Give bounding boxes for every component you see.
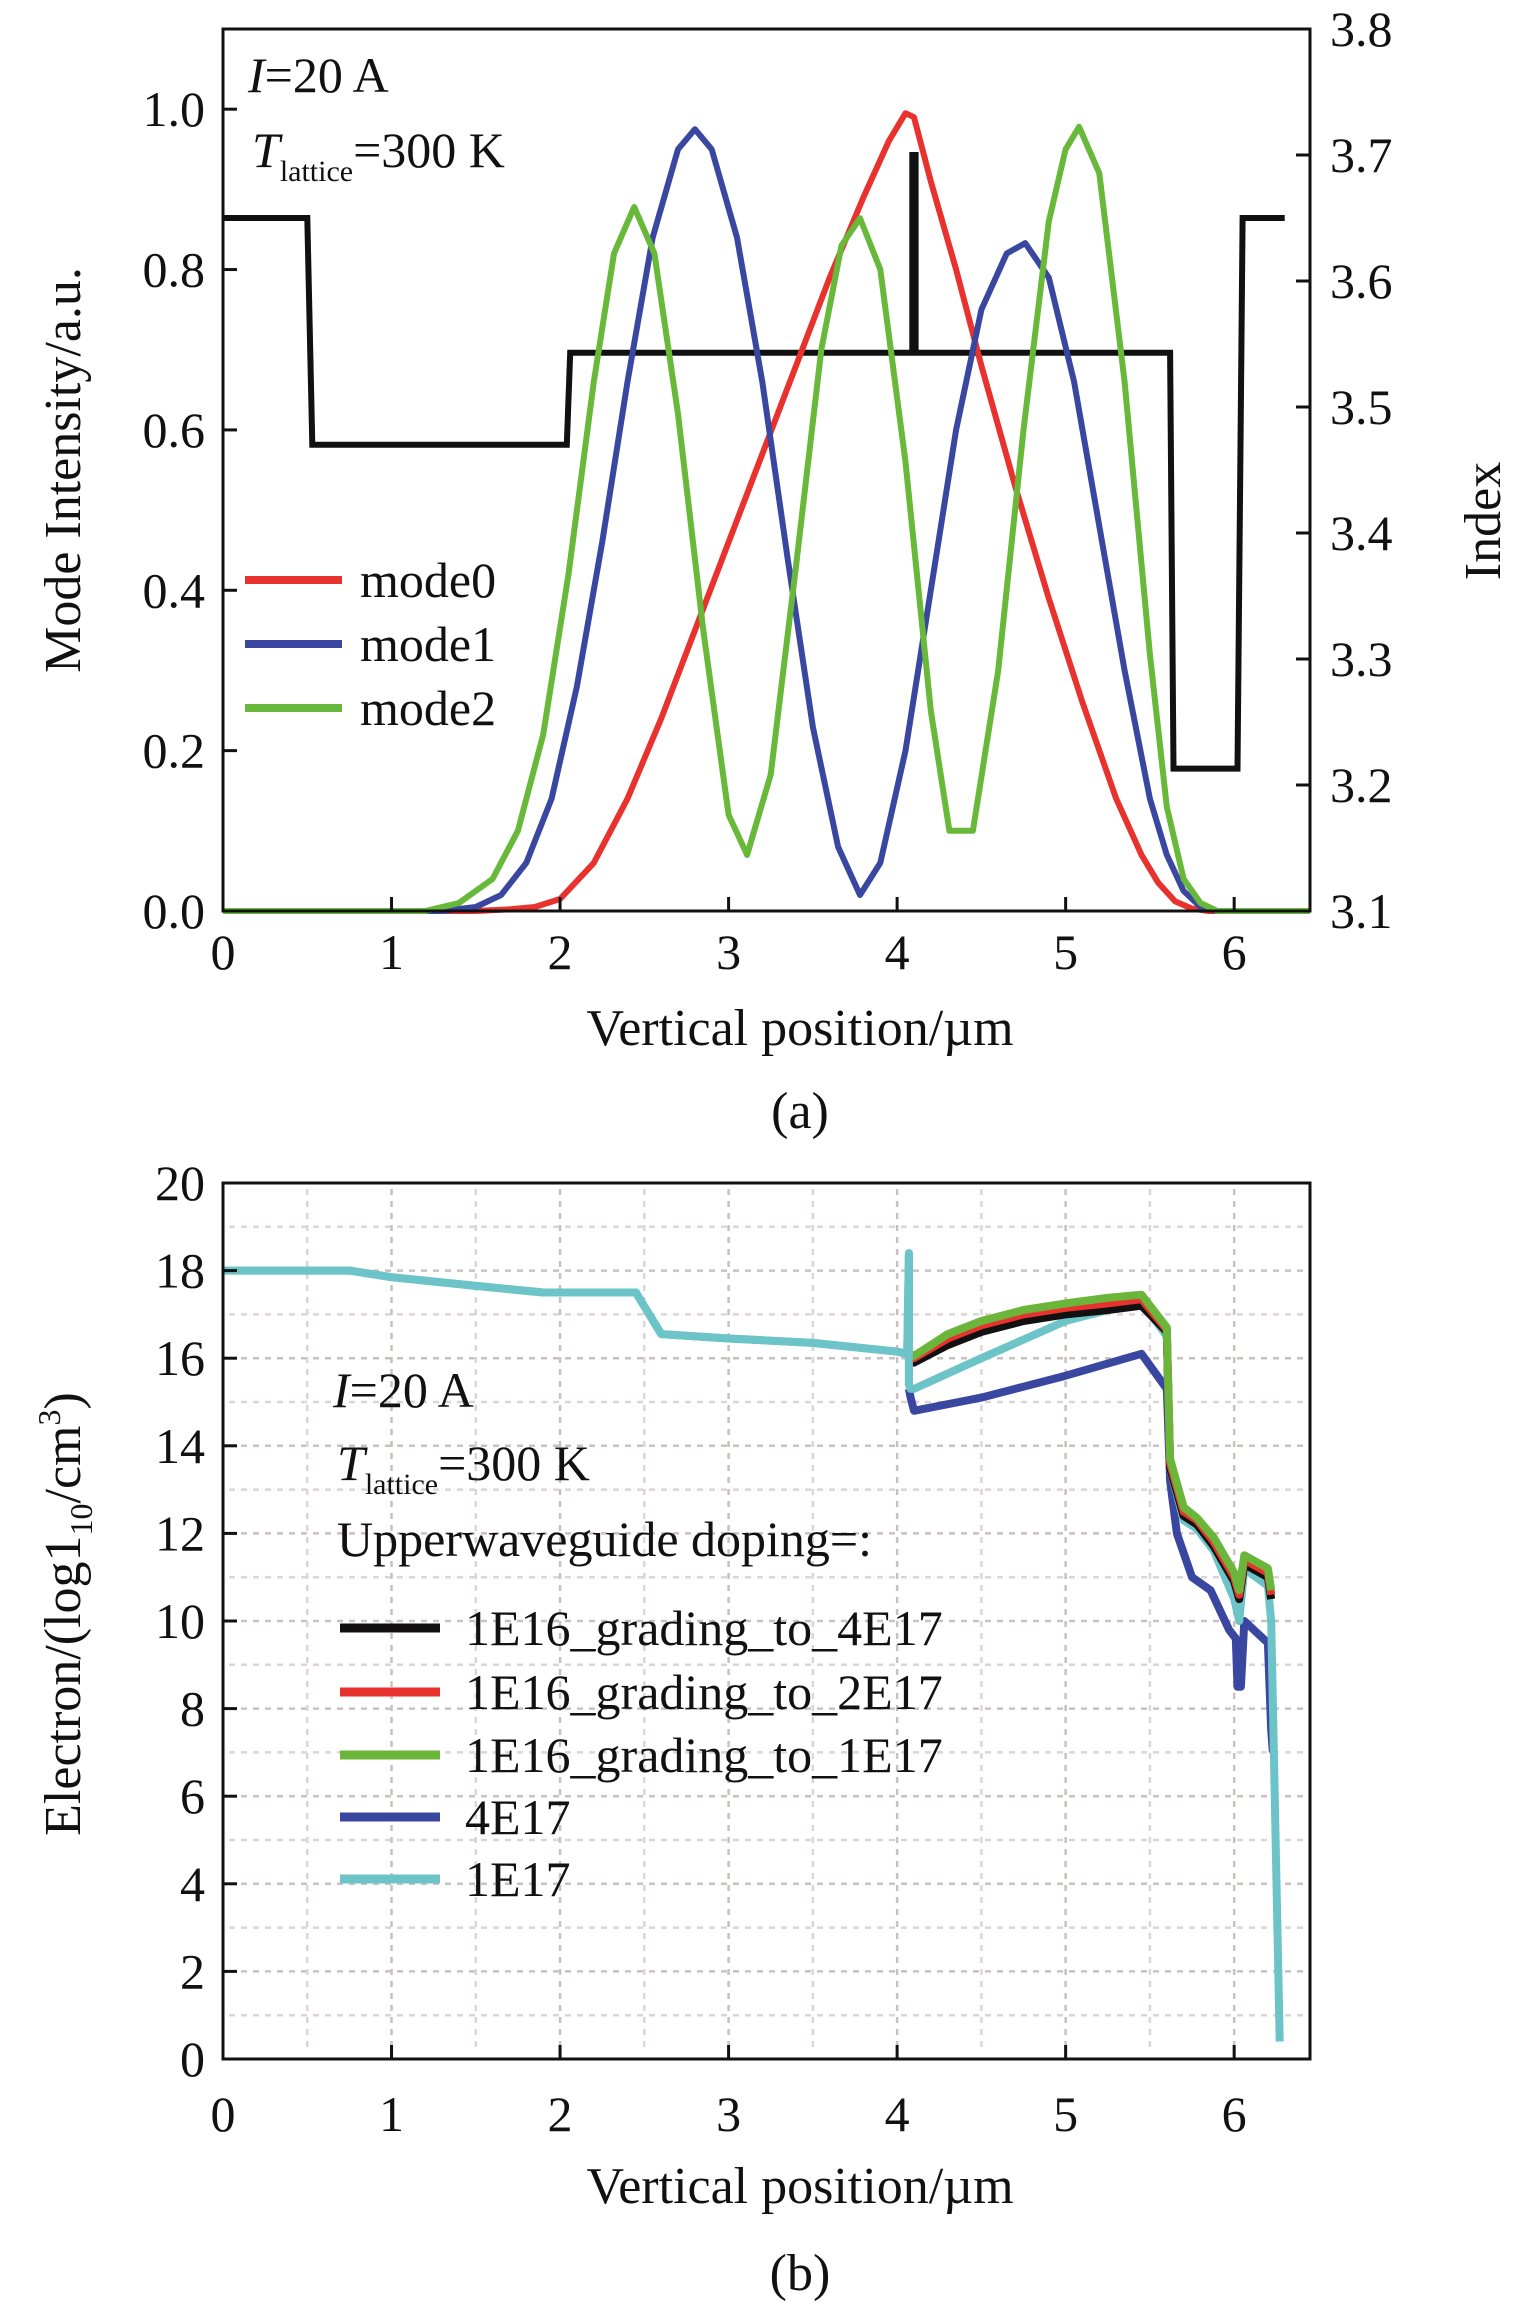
panel-a-x-tick-label: 4 (885, 924, 910, 980)
panel-a-plot-frame (221, 27, 1312, 913)
panel-b-current-value: =20 A (350, 1362, 474, 1418)
panel-b-x-tick-label: 3 (716, 2086, 741, 2142)
legend-label-4e17: 4E17 (465, 1789, 571, 1845)
panel-a-y-tick-label: 0.2 (143, 723, 206, 779)
panel-b-y-label-superscript: 3 (31, 1409, 67, 1425)
panel-b-y-tick-label: 10 (155, 1593, 205, 1649)
panel-b-marks (223, 1249, 1284, 2042)
panel-b-y-tick-label: 14 (155, 1418, 205, 1474)
panel-a-current-value: =20 A (265, 47, 389, 103)
panel-b-y-tick-label: 18 (155, 1243, 205, 1299)
panel-b-temperature-value: =300 K (438, 1435, 590, 1491)
panel-b-y-tick-label: 12 (155, 1505, 205, 1561)
panel-b-y-tick-label: 2 (180, 1943, 205, 1999)
panel-b-grid (229, 1189, 1304, 2053)
panel-a-y2-tick-label: 3.6 (1330, 253, 1393, 309)
legend-label-mode0: mode0 (360, 552, 496, 608)
panel-b-legend: 1E16_grading_to_4E17 1E16_grading_to_2E1… (340, 1600, 943, 1907)
panel-a-caption: (a) (771, 1083, 829, 1140)
panel-a-current-annotation: I=20 A (247, 47, 389, 103)
panel-a-y-tick-label: 0.4 (143, 562, 206, 618)
panel-b-y-tick-label: 16 (155, 1330, 205, 1386)
panel-b-x-tick-label: 0 (211, 2086, 236, 2142)
panel-b-y-label-close: ) (35, 1392, 92, 1409)
panel-a-y-tick-label: 0.0 (143, 883, 206, 939)
panel-b-caption: (b) (770, 2245, 831, 2302)
panel-a-x-tick-label: 6 (1222, 924, 1247, 980)
series-line-index (223, 152, 1285, 772)
panel-b-temperature-annotation: Tlattice=300 K (337, 1435, 590, 1501)
panel-a-current-symbol: I (247, 47, 267, 103)
series-line-mode0 (223, 110, 1310, 914)
panel-b-y-tick-label: 4 (180, 1856, 205, 1912)
panel-b-y-label-subscript: 10 (63, 1503, 99, 1535)
legend-label-grading-2e17: 1E16_grading_to_2E17 (465, 1664, 943, 1720)
panel-a-temperature-value: =300 K (353, 122, 505, 178)
panel-a-temperature-subscript: lattice (280, 155, 353, 188)
panel-b-y-tick-label: 0 (180, 2031, 205, 2087)
panel-a-y2-tick-label: 3.2 (1330, 757, 1393, 813)
panel-a-x-tick-label: 3 (716, 924, 741, 980)
series-line-mode1 (223, 126, 1310, 914)
panel-a-y2-tick-label: 3.3 (1330, 631, 1393, 687)
panel-b-y-tick-label: 6 (180, 1768, 205, 1824)
series-line-1e17-shared-segment (223, 1249, 913, 1385)
panel-a-y2-tick-label: 3.5 (1330, 379, 1393, 435)
panel-a-y2-tick-label: 3.8 (1330, 1, 1393, 57)
panel-a-x-tick-label: 5 (1053, 924, 1078, 980)
series-line-4e17 (904, 1349, 1277, 1753)
panel-a-marks (223, 110, 1310, 914)
panel-a-y2-tick-label: 3.7 (1330, 127, 1393, 183)
legend-label-mode1: mode1 (360, 616, 496, 672)
panel-a: 0 1 2 3 4 5 6 0.0 0.2 0.4 0.6 0.8 1.0 3.1 3.2 3.3 3.4 3.5… (35, 1, 1512, 1140)
panel-b-y-tick-label: 8 (180, 1681, 205, 1737)
panel-a-y2-tick-label: 3.1 (1330, 883, 1393, 939)
series-line-1e16-grading-to-1e17 (908, 1290, 1276, 1595)
panel-a-y-tick-label: 1.0 (143, 81, 206, 137)
series-line-mode2 (223, 123, 1310, 914)
panel-a-x-axis-label: Vertical position/µm (586, 1000, 1013, 1057)
legend-label-grading-1e17: 1E16_grading_to_1E17 (465, 1727, 943, 1783)
panel-b-current-annotation: I=20 A (332, 1362, 474, 1418)
panel-b-x-tick-label: 6 (1222, 2086, 1247, 2142)
panel-a-y2-axis-label: Index (1455, 462, 1512, 580)
panel-a-ticks: 0 1 2 3 4 5 6 0.0 0.2 0.4 0.6 0.8 1.0 3.1 3.2 3.3 3.4 3.5… (143, 1, 1393, 980)
panel-b-x-tick-label: 2 (548, 2086, 573, 2142)
panel-b-legend-title: Upperwaveguide doping=: (337, 1511, 872, 1567)
panel-a-y-axis-label: Mode Intensity/a.u. (35, 267, 92, 673)
legend-label-mode2: mode2 (360, 680, 496, 736)
panel-b-x-tick-label: 1 (379, 2086, 404, 2142)
panel-b-y-label-main: Electron/(log1 (35, 1535, 92, 1835)
legend-label-grading-4e17: 1E16_grading_to_4E17 (465, 1600, 943, 1656)
panel-a-temperature-symbol: T (252, 122, 283, 178)
panel-b-temperature-subscript: lattice (365, 1468, 438, 1501)
panel-a-legend: mode0 mode1 mode2 (245, 552, 496, 736)
panel-b-x-tick-label: 5 (1053, 2086, 1078, 2142)
panel-b-y-axis-label: Electron/(log110/cm3) (31, 1392, 99, 1836)
panel-b-y-label-unit: /cm (35, 1425, 92, 1503)
panel-a-y-tick-label: 0.8 (143, 242, 206, 298)
panel-b-x-tick-label: 4 (885, 2086, 910, 2142)
panel-b-temperature-symbol: T (337, 1435, 368, 1491)
panel-a-x-tick-label: 0 (211, 924, 236, 980)
panel-b-current-symbol: I (332, 1362, 352, 1418)
panel-a-x-tick-label: 1 (379, 924, 404, 980)
panel-b-x-axis-label: Vertical position/µm (586, 2158, 1013, 2215)
legend-label-1e17: 1E17 (465, 1851, 571, 1907)
panel-a-x-tick-label: 2 (548, 924, 573, 980)
panel-b-y-tick-label: 20 (155, 1155, 205, 1211)
panel-a-temperature-annotation: Tlattice=300 K (252, 122, 505, 188)
panel-a-y-tick-label: 0.6 (143, 402, 206, 458)
panel-a-y2-tick-label: 3.4 (1330, 505, 1393, 561)
